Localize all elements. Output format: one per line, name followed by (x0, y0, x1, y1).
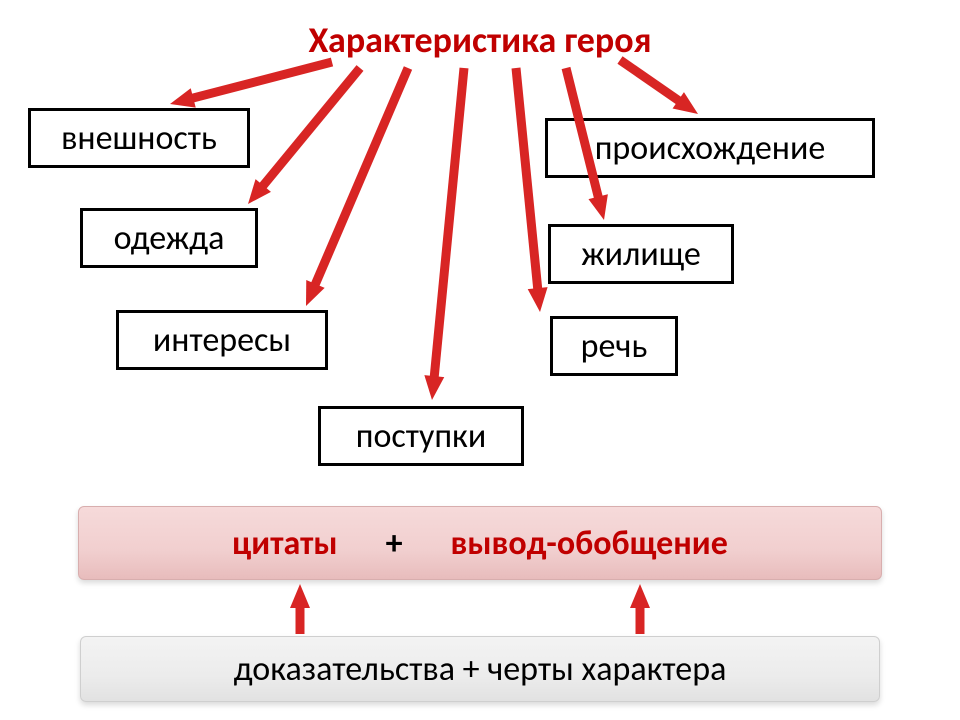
evidence-traits-bar: доказательства + черты характера (80, 636, 880, 702)
box-clothes: одежда (80, 208, 258, 268)
quotes-conclusion-bar: цитаты + вывод-обобщение (78, 506, 882, 580)
box-interests: интересы (116, 310, 328, 370)
red-bar-seg-conclusion: вывод-обобщение (451, 523, 728, 564)
red-bar-seg-quotes: цитаты (232, 523, 337, 564)
red-bar-seg-plus: + (386, 523, 403, 564)
box-acts: поступки (318, 406, 524, 466)
box-appearance: внешность (28, 108, 250, 168)
box-dwelling: жилище (548, 224, 734, 284)
diagram-stage: Характеристика героя внешность происхожд… (0, 0, 960, 720)
box-speech: речь (550, 316, 678, 376)
box-origin: происхождение (545, 118, 875, 178)
diagram-title: Характеристика героя (260, 18, 700, 62)
